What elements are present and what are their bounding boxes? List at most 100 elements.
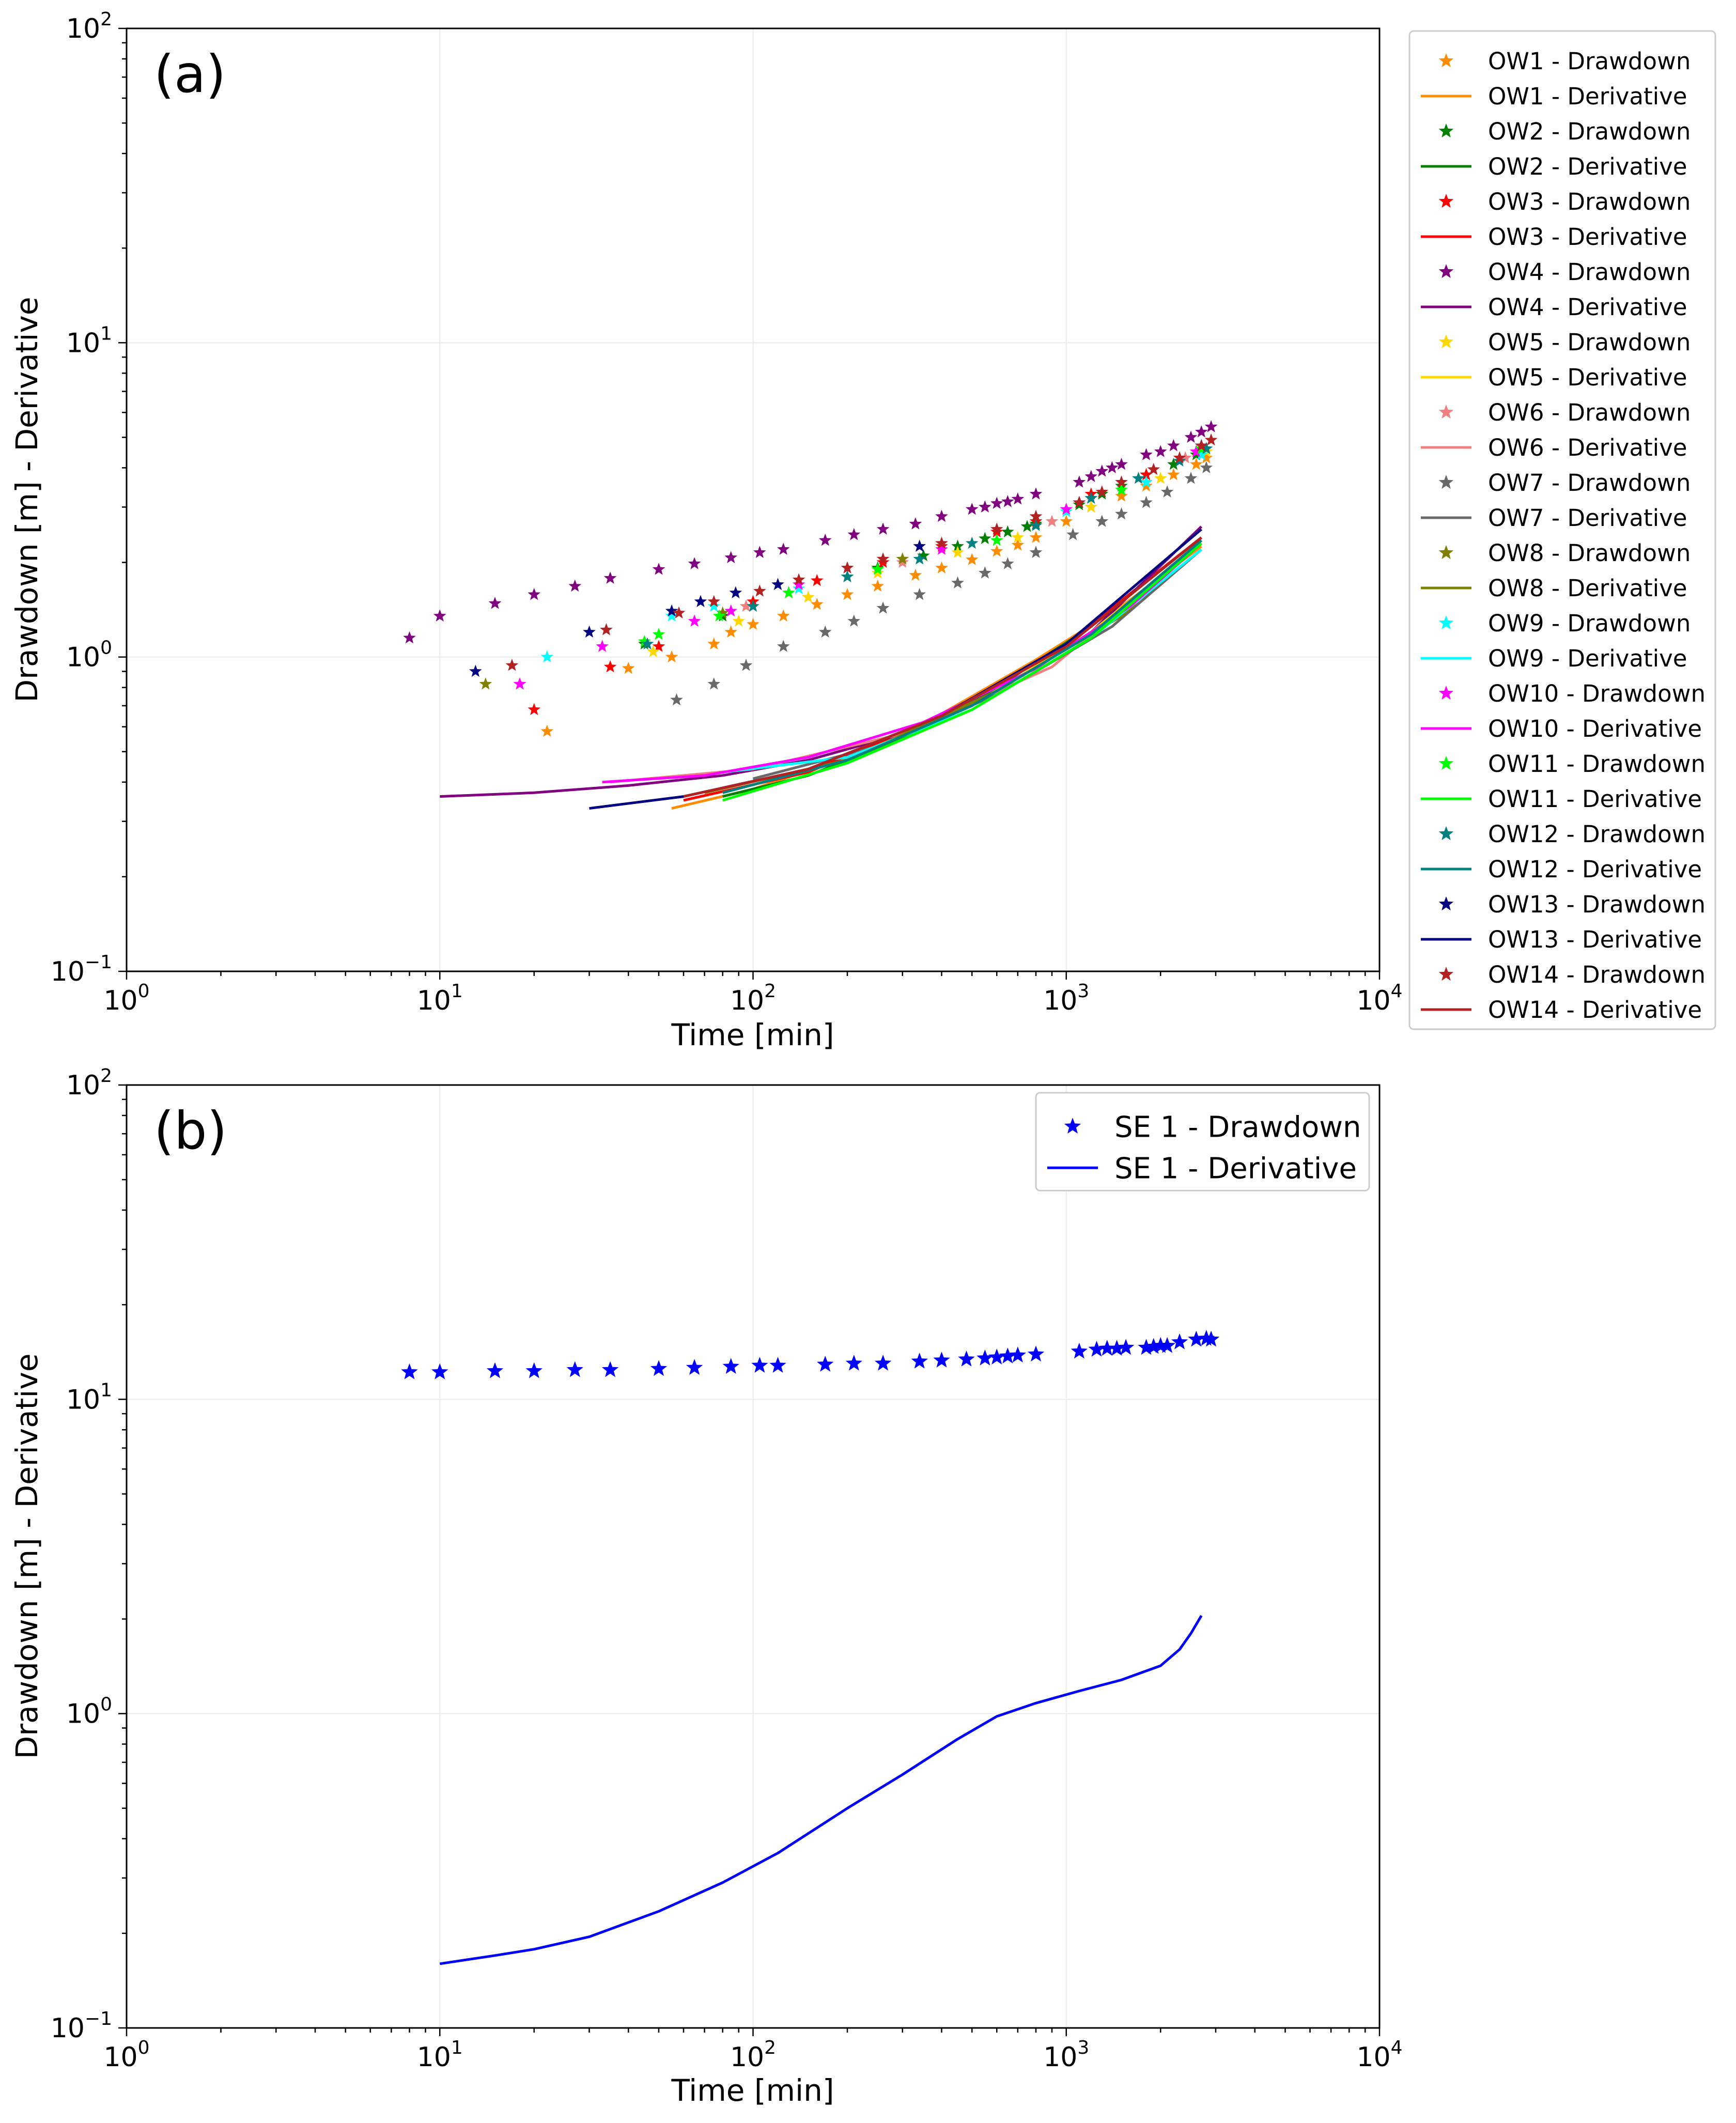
x-tick-label: 101 <box>417 981 463 1016</box>
drawdown-marker <box>1154 472 1167 484</box>
drawdown-marker <box>874 1355 892 1371</box>
legend-star-swatch <box>1438 756 1454 770</box>
legend-entry-label: OW2 - Derivative <box>1488 153 1687 180</box>
legend-entry-label: OW7 - Derivative <box>1488 504 1687 532</box>
x-tick-label: 103 <box>1043 981 1089 1016</box>
drawdown-marker <box>1202 1330 1220 1347</box>
legend-entry-label: OW5 - Derivative <box>1488 364 1687 391</box>
drawdown-marker <box>1195 439 1208 452</box>
legend-entry-label: OW12 - Derivative <box>1488 856 1702 883</box>
drawdown-marker <box>1088 1341 1105 1357</box>
drawdown-marker <box>1152 1337 1169 1353</box>
panel-b-x-axis-label: Time [min] <box>671 2073 834 2108</box>
drawdown-marker <box>1200 461 1213 473</box>
drawdown-marker <box>990 533 1003 546</box>
legend-star-swatch <box>1438 405 1454 419</box>
legend-entry-label: OW2 - Drawdown <box>1488 118 1691 145</box>
drawdown-marker <box>566 1361 583 1377</box>
drawdown-marker <box>652 640 665 652</box>
drawdown-marker <box>1138 1339 1155 1355</box>
drawdown-marker <box>792 578 805 590</box>
drawdown-marker <box>753 584 766 597</box>
drawdown-marker <box>817 1356 834 1372</box>
drawdown-marker <box>665 650 678 663</box>
plot-area <box>403 420 1218 810</box>
drawdown-marker <box>913 539 926 552</box>
x-tick-label: 104 <box>1356 2037 1402 2073</box>
drawdown-marker <box>1060 502 1073 515</box>
drawdown-marker <box>1073 475 1086 488</box>
plot-area <box>401 1329 1220 1965</box>
legend-entry-label: OW1 - Drawdown <box>1488 48 1691 75</box>
panel-b-label: (b) <box>154 1101 227 1161</box>
drawdown-marker <box>751 1357 768 1373</box>
drawdown-marker <box>638 634 651 647</box>
y-tick-label: 101 <box>66 323 112 359</box>
drawdown-marker <box>801 590 815 603</box>
drawdown-marker <box>1167 468 1180 481</box>
drawdown-marker <box>688 557 701 569</box>
legend-frame <box>1035 1092 1370 1191</box>
drawdown-marker <box>401 1363 418 1380</box>
drawdown-marker <box>1188 1330 1205 1347</box>
drawdown-marker <box>1160 485 1174 498</box>
drawdown-marker <box>845 1355 863 1371</box>
drawdown-marker <box>935 543 948 555</box>
y-tick-label: 102 <box>66 1065 112 1101</box>
panel-a-x-axis-label: Time [min] <box>671 1017 834 1052</box>
derivative-line <box>683 536 1202 798</box>
drawdown-marker <box>622 661 635 674</box>
drawdown-marker <box>1098 1340 1115 1356</box>
drawdown-marker <box>712 609 726 622</box>
drawdown-marker <box>646 645 660 657</box>
legend-star-swatch <box>1438 123 1454 138</box>
drawdown-marker <box>722 1358 739 1374</box>
drawdown-marker <box>540 650 554 663</box>
drawdown-marker <box>1140 475 1153 488</box>
drawdown-marker <box>965 502 979 515</box>
drawdown-marker <box>841 561 854 574</box>
drawdown-marker <box>1117 1339 1135 1355</box>
drawdown-marker <box>1147 462 1160 475</box>
drawdown-marker <box>990 544 1003 557</box>
drawdown-marker <box>935 561 948 574</box>
drawdown-marker <box>1029 546 1043 558</box>
drawdown-marker <box>935 536 948 549</box>
drawdown-marker <box>686 1359 703 1375</box>
drawdown-marker <box>1189 457 1203 470</box>
drawdown-marker <box>1108 1340 1125 1356</box>
drawdown-marker <box>1020 520 1034 532</box>
drawdown-marker <box>707 599 721 612</box>
drawdown-marker <box>1011 492 1025 505</box>
drawdown-marker <box>1200 442 1213 455</box>
drawdown-marker <box>1145 1338 1162 1354</box>
drawdown-marker <box>1167 439 1180 452</box>
legend-entry-label: OW4 - Drawdown <box>1488 258 1691 286</box>
drawdown-marker <box>818 533 832 546</box>
panel-b-legend: SE 1 - Drawdown SE 1 - Derivative <box>1035 1092 1370 1191</box>
legend-entry-label: OW3 - Derivative <box>1488 223 1687 251</box>
x-tick-label: 102 <box>730 981 776 1016</box>
legend-entry-label: OW4 - Derivative <box>1488 293 1687 321</box>
drawdown-marker <box>1167 457 1180 470</box>
legend-entry-label: OW10 - Derivative <box>1488 715 1702 742</box>
drawdown-marker <box>1195 425 1208 438</box>
drawdown-marker <box>958 1351 975 1367</box>
drawdown-marker <box>707 595 721 608</box>
drawdown-marker <box>818 625 832 638</box>
drawdown-marker <box>909 568 922 581</box>
drawdown-marker <box>810 597 824 610</box>
drawdown-marker <box>479 677 492 690</box>
drawdown-marker <box>782 586 795 599</box>
legend-entry-label: OW11 - Derivative <box>1488 785 1702 813</box>
drawdown-marker <box>1115 489 1128 502</box>
drawdown-marker <box>729 586 742 599</box>
panel-b-y-axis-label: Drawdown [m] - Derivative <box>9 1353 44 1759</box>
y-tick-label: 101 <box>66 1380 112 1415</box>
drawdown-marker <box>1027 1345 1045 1362</box>
legend-star-swatch <box>1438 194 1454 208</box>
drawdown-marker <box>1011 531 1025 543</box>
